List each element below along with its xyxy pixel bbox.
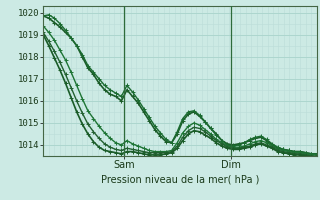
X-axis label: Pression niveau de la mer( hPa ): Pression niveau de la mer( hPa ) xyxy=(101,174,259,184)
